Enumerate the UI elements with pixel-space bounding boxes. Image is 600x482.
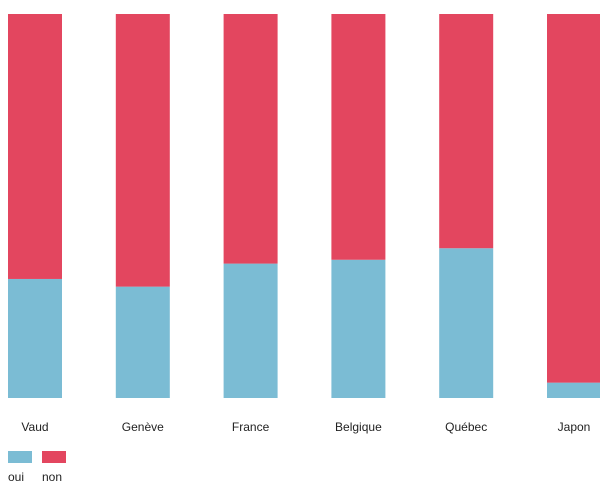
x-tick-label: Vaud <box>21 420 48 434</box>
x-tick-label: France <box>232 420 270 434</box>
x-tick-label: Belgique <box>335 420 382 434</box>
legend: oui non <box>8 451 66 482</box>
bar-oui-0 <box>8 278 62 398</box>
legend-swatch-non <box>42 451 66 463</box>
legend-label-non: non <box>42 470 62 482</box>
bar-non-2 <box>223 14 278 264</box>
bar-oui-1 <box>115 286 170 398</box>
bar-oui-2 <box>223 263 278 398</box>
x-axis-ticks: Vaud Genève France Belgique Québec Japon <box>21 420 590 434</box>
bars-group <box>8 14 600 398</box>
bar-non-1 <box>115 14 170 287</box>
bar-oui-5 <box>547 382 600 398</box>
x-tick-label: Genève <box>122 420 164 434</box>
x-tick-label: Japon <box>558 420 591 434</box>
x-tick-label: Québec <box>445 420 487 434</box>
bar-oui-4 <box>439 248 494 398</box>
bar-non-5 <box>547 14 600 383</box>
bar-non-4 <box>439 14 494 249</box>
bar-non-0 <box>8 14 62 279</box>
bar-non-3 <box>331 14 386 260</box>
legend-swatch-oui <box>8 451 32 463</box>
bar-oui-3 <box>331 259 386 398</box>
legend-label-oui: oui <box>8 470 24 482</box>
